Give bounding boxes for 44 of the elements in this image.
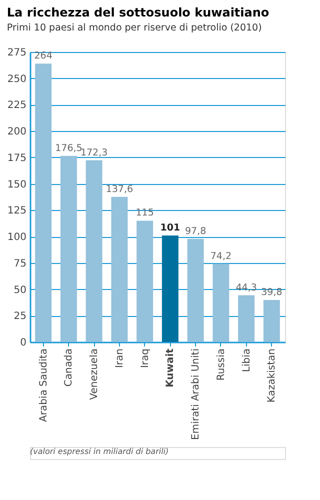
y-tick-label: 250 [7, 74, 26, 85]
bar [86, 160, 102, 342]
chart-title: La ricchezza del sottosuolo kuwaitiano [6, 6, 270, 20]
data-label: 137,6 [106, 184, 134, 195]
data-label: 101 [160, 222, 180, 234]
bar [187, 238, 204, 342]
data-label: 39,8 [261, 287, 282, 298]
x-tick-label: Libia [241, 348, 252, 372]
data-label: 172,3 [80, 147, 108, 158]
y-tick-label: 50 [14, 284, 26, 296]
x-tick-label: Canada [64, 348, 75, 387]
y-tick-label: 100 [7, 232, 26, 244]
data-label: 176,5 [55, 142, 82, 154]
chart-subtitle: Primi 10 paesi al mondo per riserve di petrolio (2010) [6, 22, 262, 34]
x-tick-label: Iraq [140, 348, 151, 368]
x-tick-label: Venezuela [89, 348, 100, 400]
y-tick-label: 175 [7, 152, 26, 164]
data-label: 264 [34, 50, 52, 62]
y-tick-label: 0 [20, 338, 26, 348]
bar [212, 264, 230, 342]
x-tick-label: Iran [114, 348, 126, 368]
x-tick-label: Kazakistan [266, 348, 278, 403]
bar [162, 235, 178, 342]
y-tick-label: 125 [7, 206, 26, 217]
data-label: 115 [136, 208, 154, 219]
data-label: 97,8 [184, 226, 206, 237]
data-label: 74,2 [210, 250, 232, 262]
y-tick-label: 150 [7, 179, 26, 190]
y-tick-label: 275 [7, 48, 26, 58]
text: (valori espressi in miliardi di barili) [30, 447, 169, 456]
x-tick-label: Russia [216, 348, 227, 381]
bar [136, 220, 154, 342]
x-tick-label: Emirati Arabi Uniti [190, 348, 202, 440]
y-tick-label: 75 [14, 258, 26, 270]
x-tick-label: Arabia Saudita [38, 348, 50, 422]
y-tick-label: 25 [14, 311, 26, 322]
bar [238, 295, 255, 342]
bar [263, 300, 280, 342]
y-tick-label: 225 [7, 100, 26, 112]
x-tick-label: Kuwait [165, 348, 176, 388]
y-tick-label: 200 [7, 126, 26, 138]
bar [111, 196, 128, 342]
bar [35, 64, 52, 342]
bar [60, 156, 77, 342]
